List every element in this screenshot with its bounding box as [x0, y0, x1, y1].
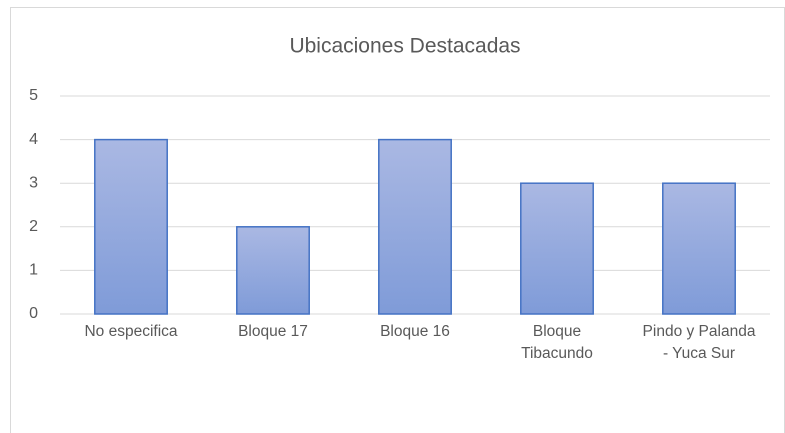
x-tick-label: Pindo y Palanda - Yuca Sur	[642, 323, 756, 362]
y-tick-label: 0	[29, 305, 38, 322]
y-tick-label: 4	[29, 131, 38, 148]
bar	[662, 182, 736, 315]
bar	[520, 182, 594, 315]
x-tick-label: Bloque 16	[380, 323, 450, 340]
bar	[94, 138, 168, 315]
x-tick-label-box: No especifica	[84, 323, 178, 340]
x-tick-label-box: Bloque Tibacundo	[521, 323, 593, 362]
y-tick-label: 3	[29, 174, 38, 191]
y-tick-label: 5	[29, 87, 38, 104]
bar	[378, 138, 452, 315]
x-tick-label-box: Bloque 17	[238, 323, 308, 340]
bar	[236, 226, 310, 315]
chart-title: Ubicaciones Destacadas	[289, 35, 520, 58]
x-tick-label-box: Bloque 16	[380, 323, 450, 340]
x-tick-label: Bloque 17	[238, 323, 308, 340]
y-tick-label: 1	[29, 262, 38, 279]
x-tick-label: No especifica	[84, 323, 178, 340]
x-tick-label: Bloque Tibacundo	[521, 323, 593, 362]
x-tick-label-box: Pindo y Palanda - Yuca Sur	[642, 323, 756, 362]
y-tick-label: 2	[29, 218, 38, 235]
